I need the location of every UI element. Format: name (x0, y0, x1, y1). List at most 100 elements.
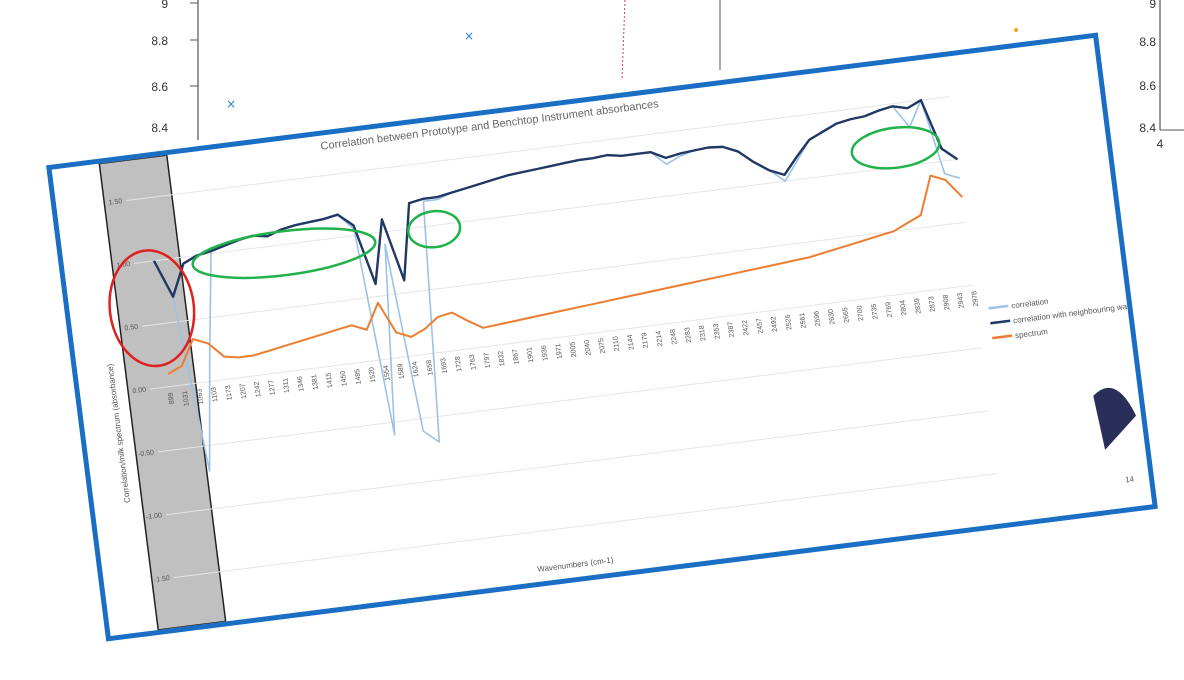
x-tick-label: 1346 (297, 376, 306, 392)
x-axis-label: Wavenumbers (cm-1) (537, 555, 614, 574)
series-line-1 (153, 99, 961, 472)
bg-left-chart: 9 8.8 8.6 8.4 × × (151, 0, 626, 140)
y-tick-label: -1.00 (146, 512, 163, 521)
x-tick-label: 2353 (713, 323, 722, 339)
logo-icon (1093, 387, 1137, 450)
legend-label: correlation (1011, 297, 1049, 311)
x-tick-label: 1242 (254, 381, 263, 397)
x-tick-label: 1277 (268, 379, 277, 395)
x-tick-label: 2735 (871, 303, 880, 319)
x-tick-label: 2144 (627, 334, 636, 350)
x-tick-label: 2665 (842, 307, 851, 323)
x-tick-label: 2839 (914, 298, 923, 314)
x-tick-label: 2561 (799, 312, 808, 328)
x-tick-label: 1103 (211, 386, 220, 402)
gridline (157, 347, 982, 453)
x-tick-label: 1867 (512, 348, 521, 364)
series-line-2 (152, 98, 959, 298)
slide-wrapper: 1.50 1.00 0.50 0.00 -0.50 -1.00 -1.50 899 1031 1… (12, 12, 1172, 672)
wavenumber-shade-band (98, 154, 227, 631)
gridline (134, 158, 958, 264)
green-highlight-circle (407, 209, 462, 249)
x-tick-label: 1207 (239, 383, 248, 399)
bg-right-ytick-label: 8.4 (1139, 121, 1156, 135)
x-tick-label: 1832 (498, 350, 507, 366)
legend-swatch (990, 319, 1011, 325)
red-highlight-circle (108, 249, 196, 368)
gridline (173, 473, 998, 579)
x-tick-label: 1311 (282, 377, 291, 393)
x-tick-label: 2457 (756, 318, 765, 334)
x-tick-label: 2873 (928, 296, 937, 312)
x-tick-label: 2700 (856, 305, 865, 321)
x-tick-label: 1173 (225, 385, 234, 401)
x-tick-label: 899 (168, 392, 176, 405)
bg-ytick-label: 8.6 (151, 80, 168, 94)
x-tick-label: 2596 (813, 310, 822, 326)
bg-marker: × (226, 97, 236, 111)
x-tick-label: 1381 (311, 374, 320, 390)
gridline (165, 410, 990, 516)
y-tick-label: 0.50 (124, 324, 139, 333)
x-tick-label: 2005 (569, 341, 578, 357)
x-tick-label: 2179 (641, 332, 650, 348)
y-tick-label: 0.00 (132, 387, 147, 396)
bg-marker: • (1012, 23, 1020, 39)
x-tick-label: 2908 (942, 294, 951, 310)
y-tick-label: 1.50 (108, 198, 123, 207)
x-tick-label: 1415 (325, 372, 334, 388)
x-tick-label: 2283 (684, 327, 693, 343)
legend-item: correlation (988, 297, 1049, 311)
correlation-chart: 1.50 1.00 0.50 0.00 -0.50 -1.00 -1.50 899 1031 1… (98, 96, 1152, 631)
x-tick-label: 2040 (584, 339, 593, 355)
bg-ytick-label: 9 (161, 0, 168, 11)
gridline (141, 221, 966, 327)
x-tick-label: 1554 (383, 365, 392, 381)
x-tick-label: 1589 (397, 363, 406, 379)
legend-label: spectrum (1015, 327, 1049, 340)
x-tick-label: 2943 (957, 292, 966, 308)
y-tick-label: -0.50 (138, 449, 155, 458)
legend-item: spectrum (992, 327, 1049, 340)
bg-right-ytick-label: 8.8 (1139, 35, 1156, 49)
y-axis-ticks: 1.50 1.00 0.50 0.00 -0.50 -1.00 -1.50 (108, 198, 171, 584)
x-tick-label: 2110 (612, 336, 621, 352)
x-tick-label: 1971 (555, 343, 564, 359)
slide-card: 1.50 1.00 0.50 0.00 -0.50 -1.00 -1.50 899 1031 1… (46, 32, 1158, 642)
x-tick-label: 1485 (354, 368, 363, 384)
y-tick-label: 1.00 (116, 261, 131, 270)
bg-right-ytick-label: 9 (1149, 0, 1156, 11)
x-tick-label: 1063 (196, 388, 205, 404)
x-tick-label: 2075 (598, 338, 607, 354)
x-tick-label: 2804 (899, 299, 908, 315)
x-tick-label: 1658 (426, 359, 435, 375)
x-tick-label: 2526 (785, 314, 794, 330)
x-tick-label: 2248 (670, 328, 679, 344)
green-highlight-circle (850, 125, 941, 170)
x-tick-label: 1693 (440, 357, 449, 373)
x-tick-label: 1624 (412, 361, 421, 377)
x-tick-label: 1936 (541, 345, 550, 361)
gridlines (126, 96, 998, 579)
legend-swatch (992, 334, 1013, 340)
x-tick-label: 1763 (469, 354, 478, 370)
bg-right-chart: 9 8.8 8.6 8.4 4 • (719, 0, 1184, 151)
bg-ytick-label: 8.8 (151, 34, 168, 48)
x-axis-ticks: 899 1031 1063 1103 1173 1207 1242 1277 1311 1346 1… (168, 290, 981, 406)
x-tick-label: 1797 (483, 352, 492, 368)
x-tick-label: 2422 (742, 319, 751, 335)
x-tick-label: 1031 (182, 390, 191, 406)
x-tick-label: 1520 (368, 367, 377, 383)
x-tick-label: 1450 (340, 370, 349, 386)
x-tick-label: 1728 (455, 356, 464, 372)
bg-right-xtick-label: 4 (1157, 137, 1164, 151)
series-lines (152, 98, 964, 472)
y-tick-label: -1.50 (154, 575, 171, 584)
page-number: 14 (1125, 474, 1136, 484)
chart-title: Correlation between Prototype and Bencht… (320, 98, 660, 153)
gridline (149, 284, 974, 390)
bg-right-ytick-label: 8.6 (1139, 79, 1156, 93)
x-tick-label: 2387 (727, 321, 736, 337)
